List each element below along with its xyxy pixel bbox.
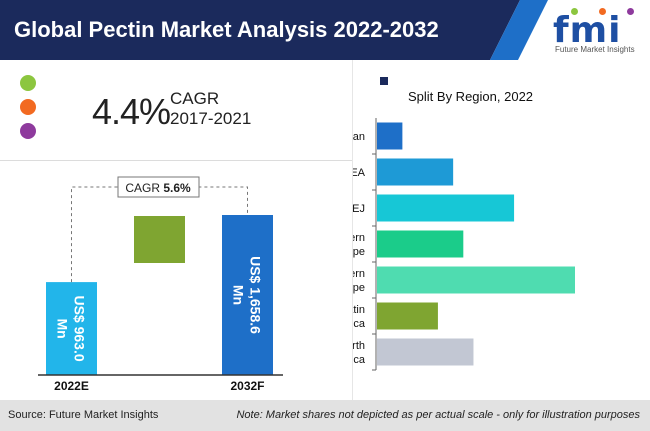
cagr-label: CAGR	[170, 89, 220, 108]
region-label-line: Europe	[353, 246, 365, 258]
logo-subtext: Future Market Insights	[555, 45, 635, 54]
logo-dot-orange	[599, 8, 606, 15]
source-text: Source: Future Market Insights	[8, 409, 159, 421]
cagr-callout-box	[117, 176, 200, 198]
market-bar-2032f	[222, 215, 273, 375]
cagr-callout-label: CAGR	[125, 181, 163, 195]
chart-marker	[380, 77, 388, 85]
cagr-callout-value: 5.6%	[163, 181, 191, 195]
region-label-line: Am erica	[353, 318, 366, 330]
header: Global Pectin Market Analysis 2022-2032 …	[0, 0, 650, 60]
header-band	[0, 0, 548, 60]
region-bar-1	[377, 158, 454, 186]
logo-dot-green	[571, 8, 578, 15]
region-label: Japan	[353, 131, 365, 143]
region-split-chart: Split By Region, 2022 Japan MEA APEJ Eastern…	[353, 77, 575, 371]
region-label-line: Latin	[353, 304, 365, 316]
market-category-label: 2022E	[54, 379, 89, 393]
region-label: Latin Am erica	[353, 304, 366, 330]
region-label: MEA	[353, 167, 366, 179]
value-label-line: US$ 1,658.6	[248, 256, 264, 334]
footer: Source: Future Market Insights Note: Mar…	[0, 400, 650, 431]
growth-block	[134, 216, 185, 263]
market-value-label: US$ 963.0Mn	[55, 295, 88, 361]
region-bar-4	[377, 266, 575, 294]
region-label: Eastern Europe	[353, 232, 365, 258]
cagr-value: 4.4%	[92, 91, 171, 132]
region-label: APEJ	[353, 203, 365, 215]
region-bar-0	[377, 122, 403, 150]
cagr-callout: CAGR 5.6%	[125, 181, 191, 195]
fmi-logo: fmi Future Market Insights	[553, 8, 645, 56]
cagr-period: 2017-2021	[170, 109, 252, 128]
market-bar-2022e	[46, 282, 97, 375]
market-value-label: US$ 1,658.6Mn	[231, 256, 264, 334]
region-bar-2	[377, 194, 515, 222]
region-label-line: North	[353, 340, 365, 352]
region-bar-6	[377, 338, 474, 366]
region-bar-3	[377, 230, 464, 258]
region-label-line: Am erica	[353, 354, 366, 366]
value-label-line: Mn	[231, 285, 247, 305]
value-label-line: Mn	[55, 318, 71, 338]
region-chart-title: Split By Region, 2022	[408, 89, 533, 104]
section-divider	[0, 160, 352, 161]
region-label: Western Europe	[353, 268, 365, 294]
region-label: North Am erica	[353, 340, 366, 366]
footnote-text: Note: Market shares not depicted as per …	[236, 409, 640, 421]
region-label-line: Europe	[353, 282, 365, 294]
page-title: Global Pectin Market Analysis 2022-2032	[14, 17, 439, 42]
column-divider	[352, 60, 353, 400]
legend-dot-orange	[20, 99, 36, 115]
legend-dot-purple	[20, 123, 36, 139]
region-label-line: Japan	[353, 131, 365, 143]
logo-dot-purple	[627, 8, 634, 15]
region-label-line: Eastern	[353, 232, 365, 244]
region-label-line: MEA	[353, 167, 366, 179]
legend-dot-green	[20, 75, 36, 91]
value-label-line: US$ 963.0	[72, 295, 88, 361]
region-label-line: Western	[353, 268, 365, 280]
region-bar-5	[377, 302, 438, 330]
logo-text: fmi	[553, 10, 622, 51]
region-label-line: APEJ	[353, 203, 365, 215]
market-category-label: 2032F	[230, 379, 264, 393]
